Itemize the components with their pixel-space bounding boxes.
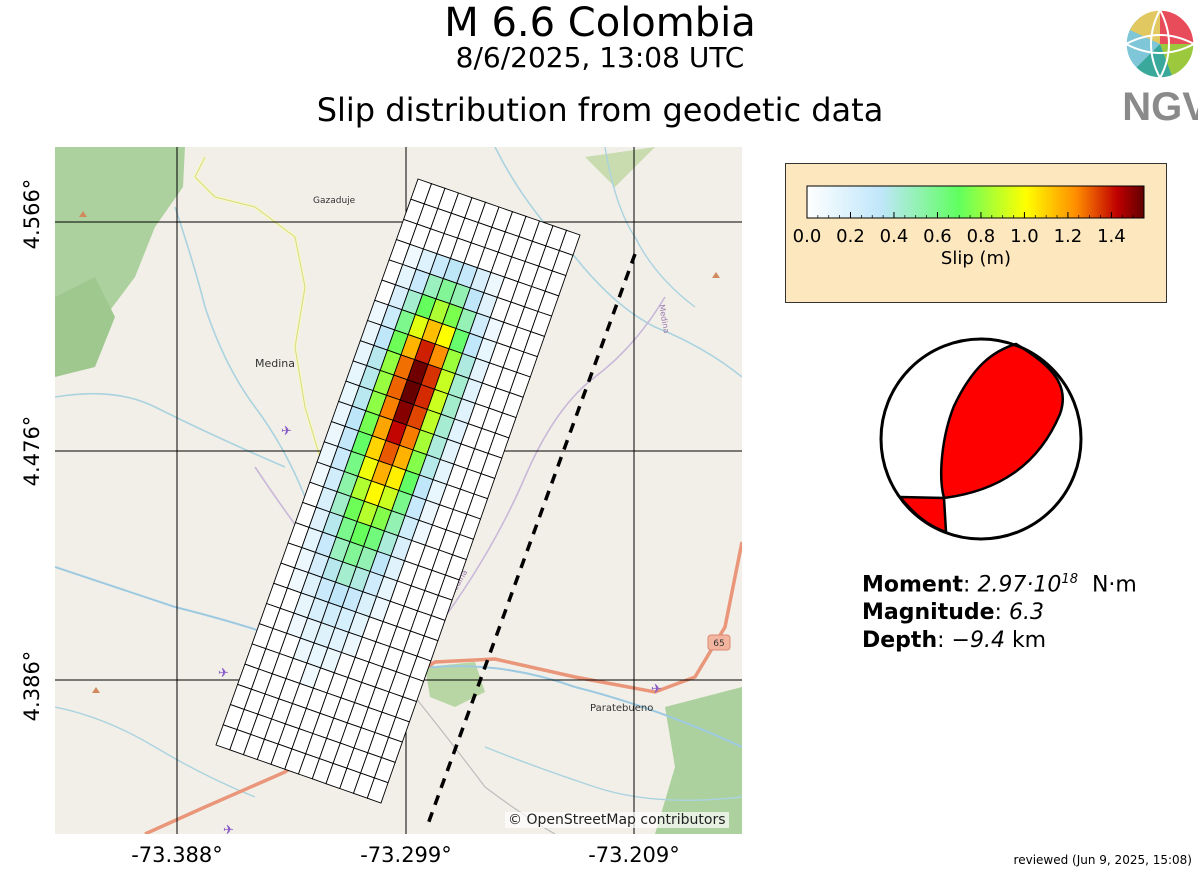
depth-row: Depth: −9.4 km	[862, 628, 1047, 654]
river	[55, 706, 256, 798]
beachball-compression	[939, 342, 1065, 500]
lon-label: -73.388°	[131, 843, 223, 867]
moment-exponent: 18	[1061, 572, 1078, 587]
forest-area	[425, 662, 485, 707]
focal-mechanism	[878, 336, 1084, 542]
colorbar-label: Slip (m)	[941, 248, 1011, 269]
airfield-icon: ✈	[218, 666, 229, 681]
river	[484, 746, 742, 802]
forest-area	[585, 147, 655, 187]
road-shield-label: 65	[713, 639, 724, 649]
event-datetime: 8/6/2025, 13:08 UTC	[455, 41, 745, 74]
moment-row: Moment: 2.97·1018 N·m	[862, 572, 1137, 598]
airfield-icon: ✈	[223, 823, 234, 834]
fault-surface-trace	[426, 253, 637, 825]
peak-icon	[92, 687, 100, 693]
beachball-icon	[879, 337, 1083, 541]
map-attribution[interactable]: © OpenStreetMap contributors	[505, 812, 729, 828]
colorbar-tick-label: 0.2	[836, 226, 865, 247]
colorbar-tick-label: 0.4	[880, 226, 909, 247]
place-paratebueno: Paratebueno	[590, 703, 653, 714]
magnitude-value: 6.3	[1008, 600, 1044, 626]
airfield-icon: ✈	[651, 682, 662, 697]
river	[494, 147, 742, 378]
colorbar-legend: 0.0 0.2 0.4 0.6 0.8 1.0 1.2 1.4 Slip (m)	[785, 163, 1167, 303]
moment-unit: N·m	[1091, 572, 1137, 598]
moment-label: Moment	[862, 572, 964, 598]
highway	[144, 541, 742, 834]
road-shield	[707, 634, 731, 651]
forest-area	[655, 687, 742, 834]
event-title: M 6.6 Colombia	[444, 0, 756, 46]
colorbar-tick-label: 1.2	[1054, 226, 1083, 247]
slip-map[interactable]: Gazaduje Medina Paratebueno Medina Medin…	[55, 147, 742, 834]
place-medina: Medina	[255, 357, 295, 370]
depth-label: Depth	[862, 628, 938, 654]
colorbar-tick-label: 0.0	[793, 226, 822, 247]
moment-mantissa: 2.97·10	[977, 572, 1062, 598]
airfield-icon: ✈	[281, 424, 292, 439]
forest-area	[55, 277, 115, 377]
magnitude-row: Magnitude: 6.3	[862, 600, 1044, 626]
road-outline	[194, 156, 321, 458]
river	[604, 147, 696, 308]
depth-value: −9.4	[951, 628, 1005, 654]
colorbar-tick-label: 0.6	[923, 226, 952, 247]
place-gazaduje: Gazaduje	[313, 196, 356, 206]
depth-unit: km	[1011, 628, 1047, 654]
lat-label: 4.566°	[20, 178, 44, 250]
lon-label: -73.209°	[588, 843, 680, 867]
beachball-compression	[897, 495, 948, 534]
fault-patch	[366, 777, 389, 804]
colorbar-ticks: 0.0 0.2 0.4 0.6 0.8 1.0 1.2 1.4	[793, 212, 1145, 247]
ingv-globe-icon: INGV	[1111, 9, 1200, 129]
river	[174, 206, 306, 498]
beachball-outline	[879, 337, 1083, 541]
colorbar-tick-label: 1.0	[1010, 226, 1039, 247]
peak-icon	[79, 211, 87, 217]
fault-slip-grid[interactable]	[215, 178, 581, 804]
reviewed-timestamp: reviewed (Jun 9, 2025, 15:08)	[1013, 853, 1192, 867]
ingv-logo: INGV	[1111, 6, 1200, 129]
lon-label: -73.299°	[360, 843, 452, 867]
colorbar-gradient	[806, 185, 1145, 219]
peak-icon	[712, 272, 720, 278]
source-parameters: Moment: 2.97·1018 N·m Magnitude: 6.3 Dep…	[862, 566, 1137, 655]
figure-subtitle: Slip distribution from geodetic data	[316, 91, 884, 129]
map-canvas[interactable]: Gazaduje Medina Paratebueno Medina Medin…	[55, 147, 742, 834]
colorbar-tick-label: 0.8	[967, 226, 996, 247]
boundary	[444, 296, 666, 618]
lat-label: 4.476°	[20, 415, 44, 487]
river	[55, 392, 286, 468]
magnitude-label: Magnitude	[862, 600, 995, 626]
lat-label: 4.386°	[20, 650, 44, 722]
ingv-logo-text: INGV	[1122, 85, 1198, 124]
colorbar: 0.0 0.2 0.4 0.6 0.8 1.0 1.2 1.4 Slip (m)	[793, 185, 1145, 269]
colorbar-tick-label: 1.4	[1097, 226, 1126, 247]
